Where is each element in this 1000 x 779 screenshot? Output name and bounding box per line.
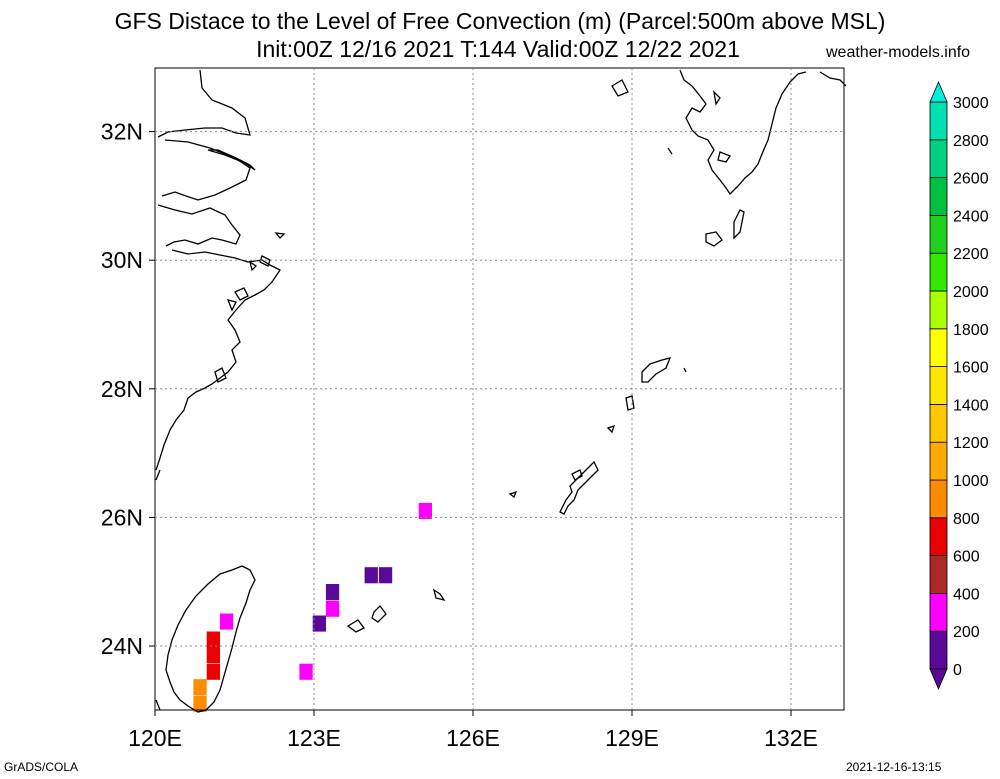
colorbar-label: 800 (953, 511, 980, 528)
data-cell (418, 502, 432, 519)
colorbar-segment (929, 403, 948, 443)
y-tick-label: 26N (101, 504, 143, 530)
colorbar-under-arrow (929, 668, 948, 691)
colorbar-label: 200 (953, 624, 980, 641)
colorbar-label: 1800 (953, 322, 989, 339)
colorbar-label: 3000 (953, 95, 989, 112)
colorbar-label: 600 (953, 549, 980, 566)
y-tick-label: 24N (101, 633, 143, 659)
colorbar-label: 2800 (953, 133, 989, 150)
chart-subtitle: Init:00Z 12/16 2021 T:144 Valid:00Z 12/2… (256, 36, 740, 62)
y-tick-label: 28N (101, 376, 143, 402)
colorbar-label: 2400 (953, 208, 989, 225)
colorbar-segment (929, 593, 948, 632)
footer-software: GrADS/COLA (4, 760, 79, 774)
data-cell (312, 615, 326, 632)
colorbar-label: 1000 (953, 473, 989, 490)
colorbar-segment (929, 328, 948, 367)
colorbar-segment (929, 441, 948, 481)
colorbar-label: 0 (953, 662, 962, 679)
colorbar-segment (929, 630, 948, 670)
chart-title: GFS Distace to the Level of Free Convect… (114, 8, 886, 34)
data-cell (193, 695, 207, 712)
colorbar-segment (929, 177, 948, 216)
y-tick-label: 30N (101, 247, 143, 273)
data-cell (193, 679, 207, 696)
colorbar-segment (929, 517, 948, 556)
colorbar-label: 1400 (953, 397, 989, 414)
graticule (155, 68, 844, 710)
colorbar-segment (929, 139, 948, 179)
x-tick-label: 126E (446, 725, 500, 751)
x-tick-label: 129E (605, 725, 659, 751)
colorbar-segment (929, 555, 948, 594)
data-cell (325, 584, 340, 601)
data-cell (364, 567, 378, 584)
data-cell (325, 600, 340, 617)
x-tick-label: 120E (128, 725, 182, 751)
x-tick-label: 132E (764, 725, 818, 751)
colorbar-label: 1200 (953, 435, 989, 452)
coastlines (155, 69, 847, 713)
data-cell (299, 663, 313, 680)
colorbar-segment (929, 252, 948, 292)
colorbar-label: 400 (953, 586, 980, 603)
colorbar-segment (929, 290, 948, 330)
x-tick-label: 123E (287, 725, 341, 751)
map-axes: 120E 123E 126E 129E 132E 24N 26N 28N 30N 32N (101, 119, 818, 751)
site-brand: weather-models.info (826, 44, 971, 61)
data-cell (206, 631, 220, 648)
colorbar-label: 2000 (953, 284, 989, 301)
data-cell (206, 663, 220, 680)
colorbar-label: 2600 (953, 171, 989, 188)
colorbar-segment (929, 366, 948, 405)
colorbar-label: 2200 (953, 246, 989, 263)
data-cell (378, 567, 393, 584)
colorbar-segment (929, 214, 948, 254)
data-cell (206, 647, 220, 664)
data-cell (219, 613, 234, 630)
colorbar-label: 1600 (953, 360, 989, 377)
y-tick-label: 32N (101, 119, 143, 145)
footer-timestamp: 2021-12-16-13:15 (846, 760, 942, 774)
data-cells (193, 502, 432, 712)
colorbar: 0 200 400 600 800 1000 1200 1400 1600 1800 2000 220… (929, 80, 989, 691)
colorbar-segment (929, 479, 948, 519)
colorbar-segment (929, 101, 948, 141)
colorbar-over-arrow (929, 80, 948, 103)
